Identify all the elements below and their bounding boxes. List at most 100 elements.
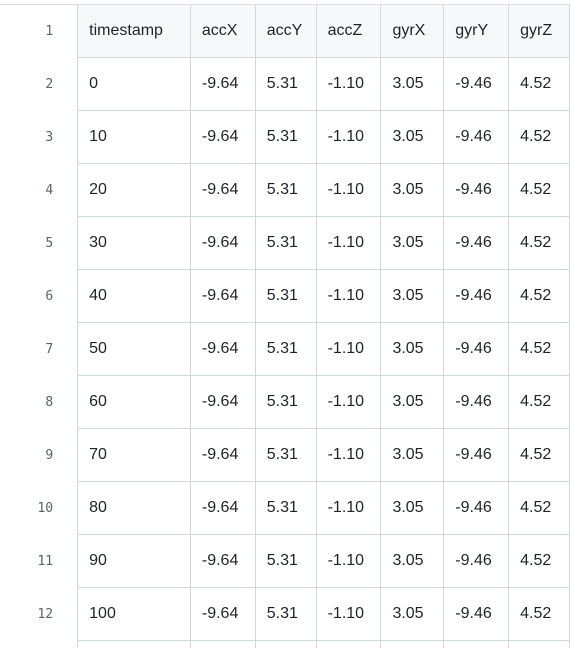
line-number[interactable]: 6 <box>0 269 79 323</box>
cell-accx: -9.64 <box>190 110 256 164</box>
cell-timestamp: 80 <box>77 481 191 535</box>
cell-gyry: -9.46 <box>443 57 510 111</box>
column-header-gyry: gyrY <box>443 5 510 58</box>
cell-accz: -1.10 <box>316 481 382 535</box>
cell-accz: -1.10 <box>316 57 382 111</box>
empty-cell <box>380 640 445 648</box>
top-divider <box>0 4 570 5</box>
cell-accy: 5.31 <box>255 322 317 376</box>
cell-gyry: -9.46 <box>443 110 510 164</box>
cell-timestamp: 70 <box>77 428 191 482</box>
table-row: 6 40 -9.64 5.31 -1.10 3.05 -9.46 4.52 <box>0 269 570 323</box>
cell-accx: -9.64 <box>190 163 256 217</box>
empty-cell <box>508 640 570 648</box>
cell-timestamp: 0 <box>77 57 191 111</box>
cell-gyrx: 3.05 <box>380 587 445 641</box>
cell-accy: 5.31 <box>255 428 317 482</box>
table-row: 12 100 -9.64 5.31 -1.10 3.05 -9.46 4.52 <box>0 587 570 641</box>
cell-timestamp: 40 <box>77 269 191 323</box>
cell-accy: 5.31 <box>255 481 317 535</box>
table-row-partial <box>0 640 570 648</box>
cell-accz: -1.10 <box>316 534 382 588</box>
cell-accx: -9.64 <box>190 534 256 588</box>
cell-accy: 5.31 <box>255 216 317 270</box>
table-row: 7 50 -9.64 5.31 -1.10 3.05 -9.46 4.52 <box>0 322 570 376</box>
cell-gyrx: 3.05 <box>380 269 445 323</box>
cell-timestamp: 20 <box>77 163 191 217</box>
column-header-accz: accZ <box>316 5 382 58</box>
column-header-gyrz: gyrZ <box>508 5 570 58</box>
empty-cell <box>255 640 317 648</box>
table-row: 2 0 -9.64 5.31 -1.10 3.05 -9.46 4.52 <box>0 57 570 111</box>
cell-accy: 5.31 <box>255 587 317 641</box>
line-number[interactable]: 5 <box>0 216 79 270</box>
cell-gyry: -9.46 <box>443 534 510 588</box>
cell-accy: 5.31 <box>255 534 317 588</box>
cell-timestamp: 50 <box>77 322 191 376</box>
cell-gyrx: 3.05 <box>380 110 445 164</box>
cell-gyry: -9.46 <box>443 216 510 270</box>
cell-gyrx: 3.05 <box>380 428 445 482</box>
cell-gyrx: 3.05 <box>380 322 445 376</box>
cell-gyry: -9.46 <box>443 375 510 429</box>
cell-accy: 5.31 <box>255 375 317 429</box>
cell-gyrz: 4.52 <box>508 322 570 376</box>
cell-gyry: -9.46 <box>443 587 510 641</box>
cell-gyry: -9.46 <box>443 269 510 323</box>
cell-gyrx: 3.05 <box>380 163 445 217</box>
table-row: 8 60 -9.64 5.31 -1.10 3.05 -9.46 4.52 <box>0 375 570 429</box>
line-number[interactable]: 1 <box>0 5 79 58</box>
line-number[interactable]: 12 <box>0 587 79 641</box>
empty-cell <box>77 640 191 648</box>
cell-gyrx: 3.05 <box>380 57 445 111</box>
cell-accz: -1.10 <box>316 216 382 270</box>
table-row: 10 80 -9.64 5.31 -1.10 3.05 -9.46 4.52 <box>0 481 570 535</box>
empty-cell <box>316 640 382 648</box>
cell-gyry: -9.46 <box>443 428 510 482</box>
cell-timestamp: 30 <box>77 216 191 270</box>
empty-cell <box>443 640 510 648</box>
cell-accx: -9.64 <box>190 375 256 429</box>
cell-timestamp: 90 <box>77 534 191 588</box>
line-number-gutter <box>0 640 79 648</box>
cell-gyrz: 4.52 <box>508 110 570 164</box>
cell-accx: -9.64 <box>190 428 256 482</box>
cell-accx: -9.64 <box>190 216 256 270</box>
csv-table: 1 timestamp accX accY accZ gyrX gyrY gyr… <box>0 5 570 648</box>
cell-accz: -1.10 <box>316 587 382 641</box>
line-number[interactable]: 8 <box>0 375 79 429</box>
cell-gyrx: 3.05 <box>380 375 445 429</box>
cell-gyrz: 4.52 <box>508 269 570 323</box>
cell-gyrz: 4.52 <box>508 57 570 111</box>
table-row: 3 10 -9.64 5.31 -1.10 3.05 -9.46 4.52 <box>0 110 570 164</box>
cell-gyrz: 4.52 <box>508 216 570 270</box>
table-row: 9 70 -9.64 5.31 -1.10 3.05 -9.46 4.52 <box>0 428 570 482</box>
cell-gyrz: 4.52 <box>508 534 570 588</box>
line-number[interactable]: 7 <box>0 322 79 376</box>
cell-gyry: -9.46 <box>443 322 510 376</box>
cell-gyry: -9.46 <box>443 481 510 535</box>
line-number[interactable]: 3 <box>0 110 79 164</box>
empty-cell <box>190 640 256 648</box>
cell-accx: -9.64 <box>190 587 256 641</box>
cell-gyrz: 4.52 <box>508 163 570 217</box>
cell-gyrz: 4.52 <box>508 481 570 535</box>
table-row: 11 90 -9.64 5.31 -1.10 3.05 -9.46 4.52 <box>0 534 570 588</box>
cell-accz: -1.10 <box>316 110 382 164</box>
cell-accy: 5.31 <box>255 57 317 111</box>
cell-accz: -1.10 <box>316 375 382 429</box>
cell-gyrz: 4.52 <box>508 375 570 429</box>
cell-accz: -1.10 <box>316 428 382 482</box>
column-header-accx: accX <box>190 5 256 58</box>
cell-gyry: -9.46 <box>443 163 510 217</box>
line-number[interactable]: 10 <box>0 481 79 535</box>
column-header-gyrx: gyrX <box>380 5 445 58</box>
line-number[interactable]: 11 <box>0 534 79 588</box>
line-number[interactable]: 4 <box>0 163 79 217</box>
line-number[interactable]: 9 <box>0 428 79 482</box>
line-number[interactable]: 2 <box>0 57 79 111</box>
cell-timestamp: 60 <box>77 375 191 429</box>
cell-accz: -1.10 <box>316 163 382 217</box>
cell-accx: -9.64 <box>190 57 256 111</box>
